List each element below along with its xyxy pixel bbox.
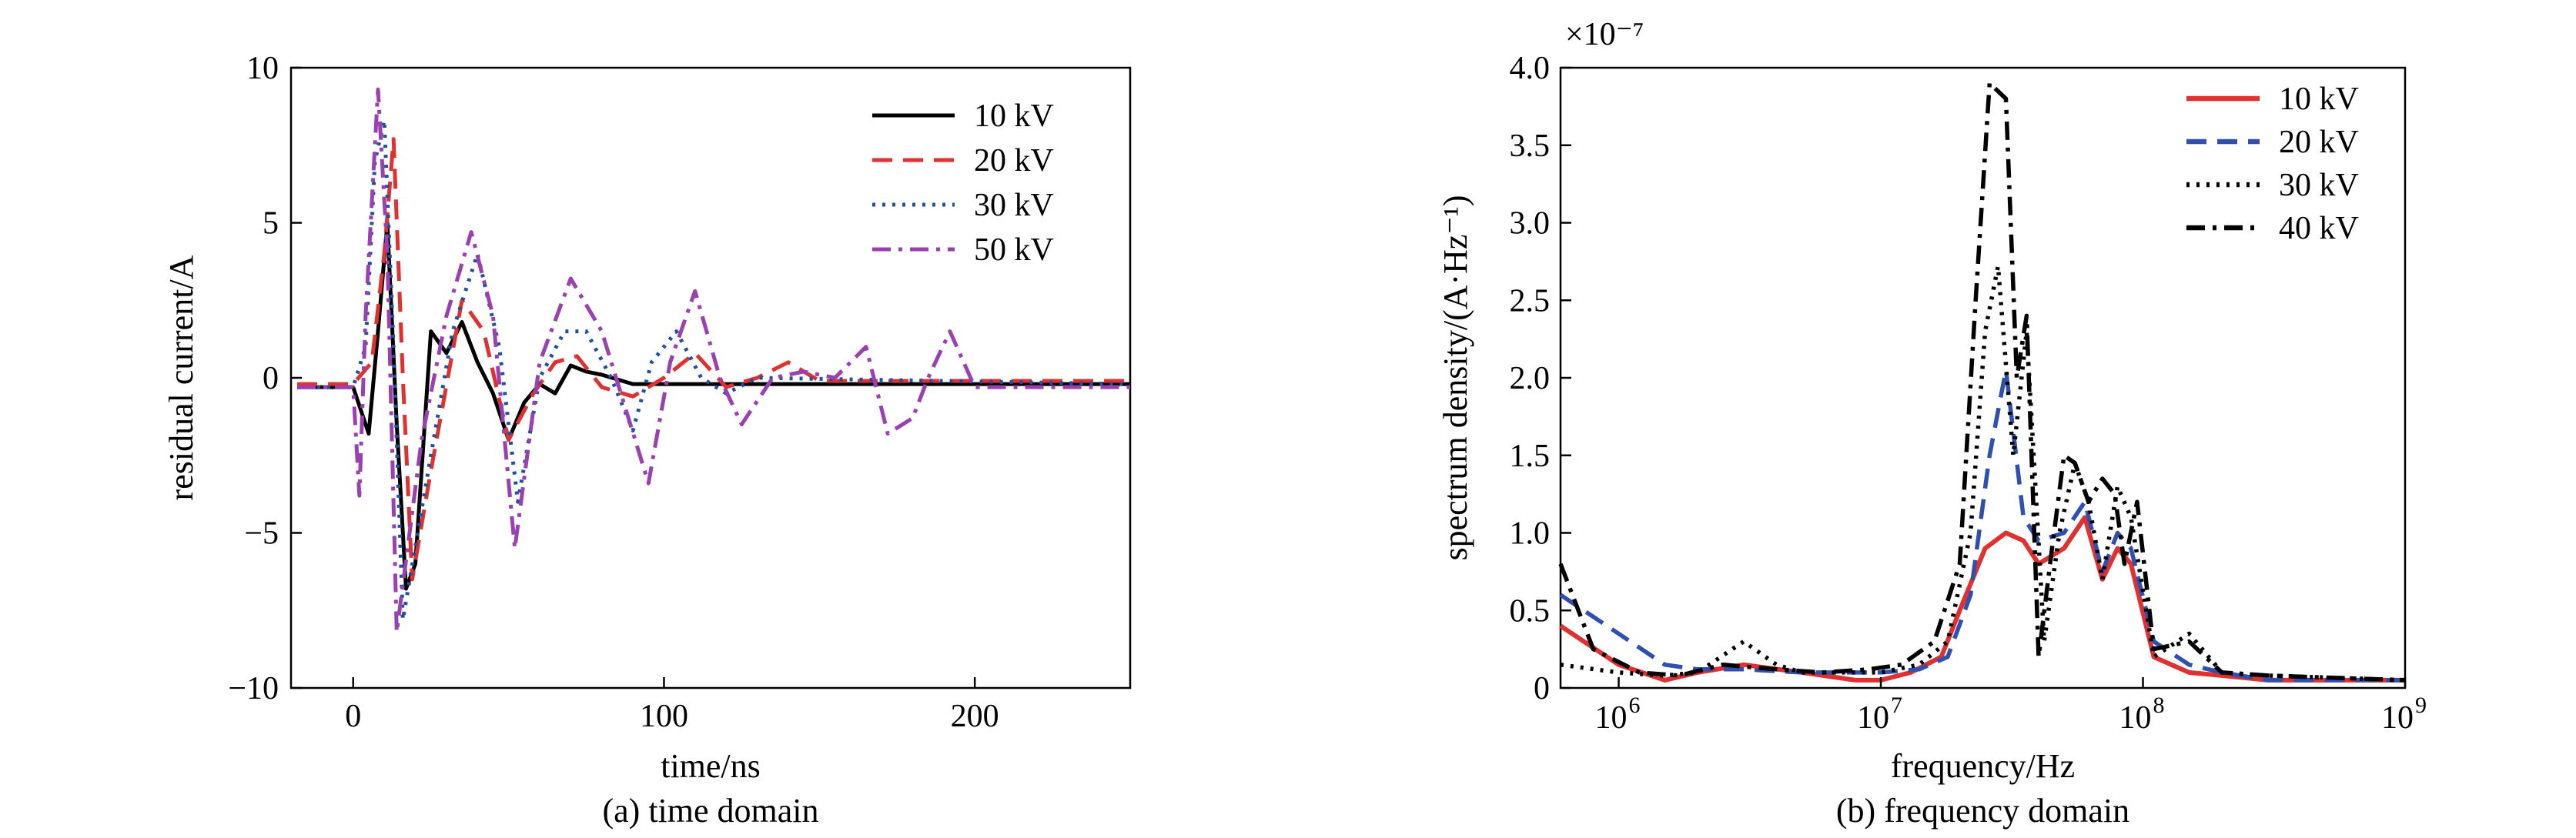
x-tick-exponent: 7	[1891, 693, 1902, 718]
y-tick-label: 10	[246, 51, 279, 86]
y-tick-label: 2.5	[1510, 283, 1551, 319]
legend-frequency-domain: 10 kV 20 kV 30 kV 40 kV	[2186, 82, 2359, 246]
legend-label-20-kv-time: 20 kV	[974, 143, 1054, 179]
series-group-time-domain	[297, 87, 1131, 634]
y-axis-label-time-domain: residual current/A	[162, 255, 200, 500]
legend-label-30-kv-time: 30 kV	[974, 188, 1054, 223]
legend-time-domain: 10 kV 20 kV 30 kV 50 kV	[872, 98, 1054, 268]
x-tick-exponent: 8	[2153, 693, 2165, 718]
x-tick-label: 10	[2381, 700, 2414, 736]
legend-label-40-kv-freq: 40 kV	[2279, 211, 2359, 246]
series-line-10-kv-time	[297, 221, 1130, 591]
x-tick-label: 10	[2119, 700, 2152, 736]
y-tick-label: 0	[1534, 671, 1550, 706]
x-axis-label-time-domain: time/ns	[661, 747, 761, 785]
y-tick-label: 5	[263, 206, 279, 242]
legend-label-20-kv-freq: 20 kV	[2279, 125, 2359, 160]
x-tick-label: 200	[951, 699, 999, 734]
y-tick-label: 3.5	[1510, 129, 1551, 164]
x-tick-exponent: 9	[2415, 693, 2427, 718]
series-line-50-kv-time	[297, 87, 1130, 634]
y-tick-label: 1.0	[1510, 516, 1551, 552]
y-tick-label: 2.0	[1510, 361, 1551, 396]
x-tick-exponent: 6	[1629, 693, 1641, 718]
caption-frequency-domain: (b) frequency domain	[1836, 792, 2129, 830]
legend-label-10-kv-time: 10 kV	[974, 98, 1054, 134]
x-tick-label: 10	[1857, 700, 1889, 736]
y-tick-label: −5	[244, 516, 279, 552]
series-line-20-kv-freq	[1559, 368, 2405, 683]
x-tick-label: 0	[345, 699, 361, 734]
x-tick-label: 10	[1595, 700, 1628, 736]
y-multiplier-label: ×10⁻⁷	[1565, 17, 1644, 52]
y-tick-label: 0.5	[1510, 593, 1551, 629]
y-tick-label: 4.0	[1510, 51, 1551, 86]
series-line-20-kv-time	[297, 137, 1130, 582]
series-line-10-kv-freq	[1559, 515, 2405, 683]
panel-frequency-domain: 10 6 10 7 10 8 10 900.51.01.52.02.53.03.54.0 10…	[1437, 17, 2427, 830]
caption-time-domain: (a) time domain	[602, 792, 818, 830]
ticks-frequency-domain: 10 6 10 7 10 8 10 900.51.01.52.02.53.03.54.0	[1510, 51, 2427, 736]
x-axis-label-frequency-domain: frequency/Hz	[1891, 747, 2075, 785]
legend-label-50-kv-time: 50 kV	[974, 232, 1054, 268]
x-tick-label: 100	[640, 699, 688, 734]
panel-time-domain: 0 100 200 10 5 0 −5 −10 10 kV 20 kV 30 kV 50 kV ti…	[162, 51, 1132, 830]
series-line-40-kv-freq	[1558, 81, 2406, 683]
y-tick-label: −10	[228, 671, 279, 706]
series-group-frequency-domain	[1558, 81, 2406, 683]
y-axis-label-frequency-domain: spectrum density/(A·Hz⁻¹)	[1437, 195, 1474, 560]
y-tick-label: 3.0	[1510, 206, 1551, 242]
legend-label-30-kv-freq: 30 kV	[2279, 168, 2359, 203]
y-tick-label: 1.5	[1510, 439, 1551, 474]
ticks-time-domain: 0 100 200 10 5 0 −5 −10	[228, 51, 999, 734]
y-tick-label: 0	[263, 361, 279, 396]
series-line-30-kv-freq	[1560, 264, 2406, 683]
legend-label-10-kv-freq: 10 kV	[2279, 82, 2359, 117]
